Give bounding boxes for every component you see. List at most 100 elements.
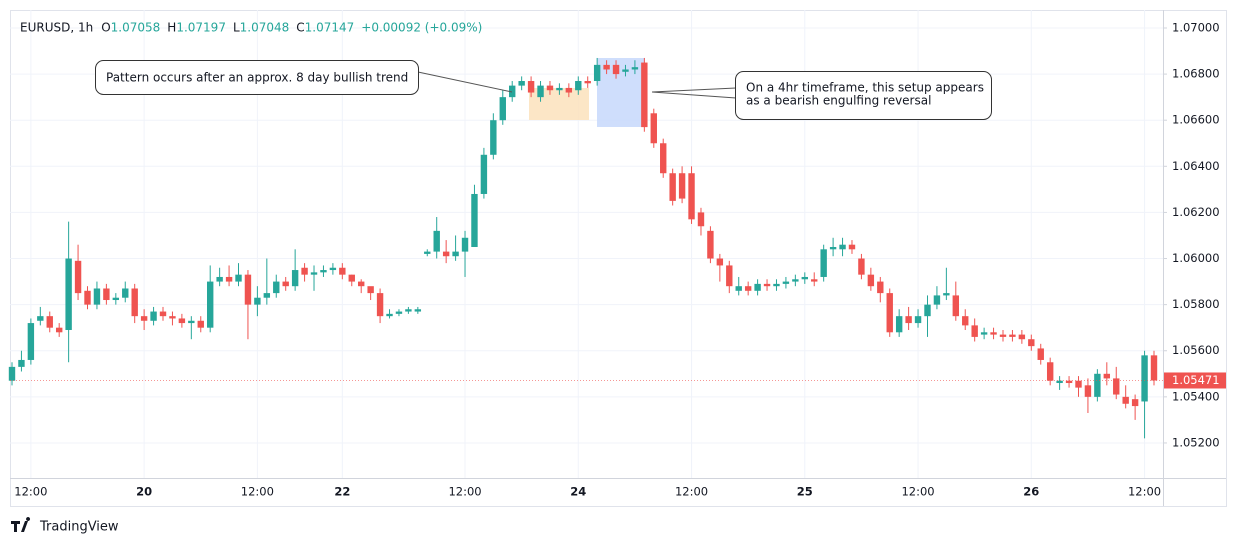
candle-body xyxy=(914,316,922,324)
x-tick-label: 12:00 xyxy=(1128,485,1161,499)
candle-body xyxy=(603,64,610,70)
candle-body xyxy=(782,281,790,284)
candle-body xyxy=(405,309,412,312)
candle-body xyxy=(84,290,91,305)
candle-body xyxy=(905,316,912,324)
candle-body xyxy=(612,64,620,75)
y-tick-label: 1.05800 xyxy=(1172,297,1220,311)
candle-body xyxy=(1094,373,1101,397)
candle-body xyxy=(546,85,554,91)
candle-body xyxy=(424,251,431,254)
candle-body xyxy=(1113,378,1120,395)
y-tick-label: 1.06000 xyxy=(1172,251,1220,265)
candle-body xyxy=(206,281,214,328)
candle-body xyxy=(877,281,884,294)
candle-body xyxy=(301,267,308,275)
candle-body xyxy=(811,279,818,282)
candle-body xyxy=(688,173,695,220)
candle-body xyxy=(471,193,478,247)
candle-body xyxy=(1037,348,1044,360)
candle-body xyxy=(386,313,393,317)
candle-body xyxy=(962,316,969,326)
y-tick-label: 1.06600 xyxy=(1172,113,1220,127)
candle-body xyxy=(593,64,601,82)
candle-body xyxy=(1103,373,1111,379)
x-tick-label: 26 xyxy=(1023,485,1039,499)
candle-body xyxy=(895,316,903,333)
candle-body xyxy=(839,244,846,250)
candle-body xyxy=(159,311,167,317)
candle-body xyxy=(943,293,950,296)
candle-body xyxy=(131,288,138,317)
y-tick-label: 1.07000 xyxy=(1172,20,1220,34)
candle-body xyxy=(622,69,629,72)
candle-body xyxy=(924,304,931,317)
candle-body xyxy=(744,286,752,291)
callout-pointer xyxy=(651,91,737,99)
candle-body xyxy=(575,81,582,91)
candle-body xyxy=(37,316,44,321)
candle-body xyxy=(971,325,978,337)
y-tick-label: 1.05600 xyxy=(1172,343,1220,357)
callout-text: On a 4hr timeframe, this setup appears xyxy=(746,81,984,95)
ohlc-key: H xyxy=(167,21,176,35)
candle-body xyxy=(1065,380,1073,384)
candle-body xyxy=(490,120,497,155)
candle-body xyxy=(339,267,346,275)
x-tick-label: 12:00 xyxy=(14,485,47,499)
candle-body xyxy=(509,85,516,98)
ohlc-value: 1.07048 xyxy=(240,21,290,35)
candle-body xyxy=(414,309,422,312)
candle-body xyxy=(169,316,176,319)
candle-body xyxy=(999,334,1007,337)
candle-body xyxy=(678,173,686,199)
x-tick-label: 12:00 xyxy=(675,485,708,499)
candle-body xyxy=(1122,396,1129,404)
candle-body xyxy=(754,283,761,291)
candle-body xyxy=(480,154,488,194)
candle-body xyxy=(556,87,563,91)
ohlc-key: O xyxy=(101,21,110,35)
candle-body xyxy=(291,270,299,287)
candle-body xyxy=(216,276,223,282)
candle-body xyxy=(197,320,204,328)
candle-body xyxy=(565,87,573,93)
x-tick-label: 25 xyxy=(797,485,813,499)
y-tick-label: 1.05200 xyxy=(1172,435,1220,449)
candle-body xyxy=(103,288,110,301)
candle-body xyxy=(254,297,261,305)
candle-body xyxy=(716,258,724,266)
candle-body xyxy=(1028,339,1035,347)
candle-body xyxy=(442,251,450,257)
candle-body xyxy=(650,113,657,144)
candle-body xyxy=(867,274,875,287)
candle-body xyxy=(1084,385,1092,397)
x-tick-label: 12:00 xyxy=(448,485,481,499)
candle-body xyxy=(112,297,120,301)
ohlc-value: 1.07197 xyxy=(176,21,226,35)
symbol: EURUSD, 1h xyxy=(20,21,93,35)
callout-pointer xyxy=(651,87,737,93)
candle-body xyxy=(641,62,648,128)
candle-body xyxy=(697,212,705,227)
candle-body xyxy=(584,81,591,84)
candle-body xyxy=(933,295,941,305)
candle-body xyxy=(707,230,714,259)
candle-body xyxy=(263,293,271,298)
candle-body xyxy=(395,311,403,314)
callout-text: as a bearish engulfing reversal xyxy=(746,94,931,108)
candle-body xyxy=(461,237,469,252)
candle-body xyxy=(726,265,733,287)
candle-body xyxy=(8,366,16,381)
candle-body xyxy=(1018,334,1026,340)
candle-body xyxy=(858,258,865,275)
callout-box xyxy=(735,71,992,120)
candle-body xyxy=(150,311,157,321)
candle-body xyxy=(952,295,960,317)
callout-pointer xyxy=(417,71,513,93)
candle-body xyxy=(1141,355,1148,402)
candle-body xyxy=(990,332,997,335)
candle-body xyxy=(244,274,252,305)
candle-body xyxy=(1009,334,1016,337)
x-tick-label: 24 xyxy=(570,485,586,499)
